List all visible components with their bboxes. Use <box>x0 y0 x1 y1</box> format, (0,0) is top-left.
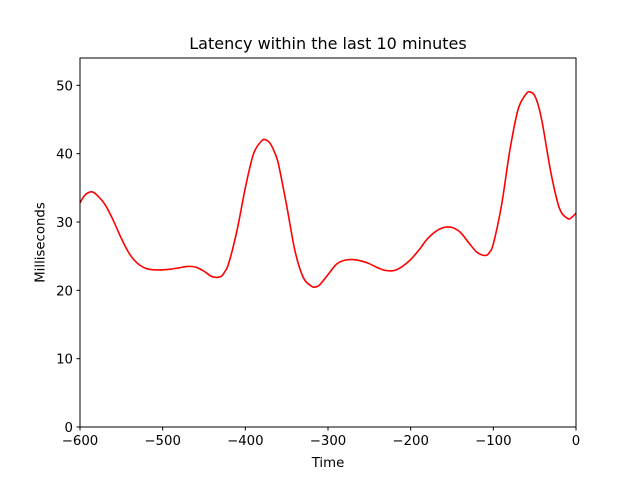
x-tick-label: −200 <box>392 434 429 449</box>
series-layer <box>79 90 577 289</box>
plot-area: −600 −500 −400 −300 −200 −100 0 0 10 20 30 40 50 <box>56 57 580 449</box>
x-tick-label: −500 <box>144 434 181 449</box>
x-tick-label: −400 <box>227 434 264 449</box>
y-tick-label: 10 <box>56 353 73 368</box>
y-tick-label: 50 <box>56 79 73 94</box>
chart-title: Latency within the last 10 minutes <box>189 34 466 53</box>
x-tick-label: −300 <box>310 434 347 449</box>
x-tick-label: −100 <box>475 434 512 449</box>
latency-line <box>79 90 577 289</box>
ticks-layer: −600 −500 −400 −300 −200 −100 0 0 10 20 30 40 50 <box>56 79 580 449</box>
x-axis-label: Time <box>311 456 345 471</box>
x-tick-label: −600 <box>62 434 99 449</box>
y-tick-label: 20 <box>56 284 73 299</box>
x-tick-label: 0 <box>572 434 580 449</box>
y-axis-label: Milliseconds <box>34 202 49 283</box>
y-tick-label: 40 <box>56 148 73 163</box>
axes-frame <box>79 57 577 428</box>
y-tick-label: 0 <box>65 421 73 436</box>
y-tick-label: 30 <box>56 216 73 231</box>
